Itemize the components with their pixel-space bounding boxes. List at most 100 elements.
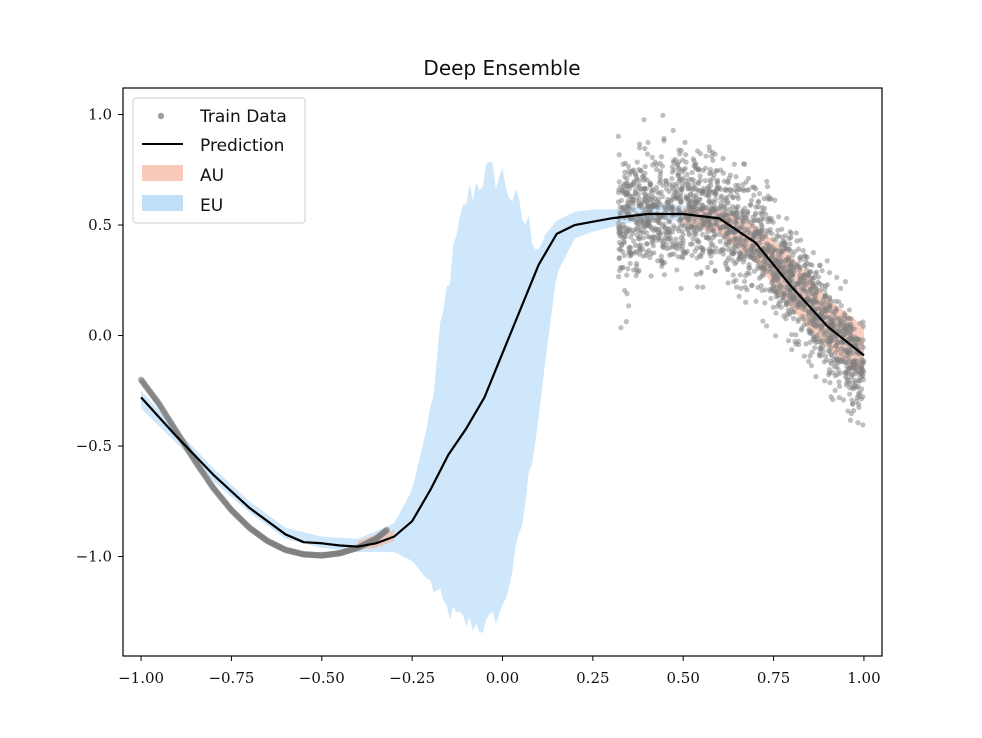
train-data-point bbox=[849, 401, 856, 407]
train-data-point bbox=[840, 397, 846, 403]
train-data-point bbox=[717, 206, 724, 212]
train-data-point bbox=[762, 265, 768, 271]
train-data-point bbox=[836, 395, 842, 401]
train-data-point bbox=[809, 280, 815, 287]
train-data-point bbox=[724, 258, 730, 264]
train-data-point bbox=[619, 248, 626, 255]
train-data-point bbox=[702, 165, 709, 171]
train-data-point bbox=[706, 234, 712, 241]
train-data-point bbox=[777, 287, 783, 293]
train-data-point bbox=[761, 195, 767, 202]
train-data-point bbox=[642, 164, 648, 170]
train-data-point bbox=[769, 244, 775, 250]
train-data-point bbox=[690, 156, 696, 162]
train-data-point bbox=[764, 178, 770, 185]
train-data-point bbox=[846, 307, 852, 313]
train-data-point bbox=[671, 251, 677, 257]
train-data-point bbox=[751, 233, 758, 240]
train-data-point bbox=[621, 238, 627, 245]
train-data-point bbox=[743, 238, 749, 244]
train-data-point bbox=[735, 193, 741, 199]
train-data-point bbox=[636, 177, 642, 184]
train-data-point bbox=[768, 295, 774, 302]
train-data-point bbox=[659, 163, 666, 169]
x-tick-label: −0.50 bbox=[299, 669, 345, 687]
train-data-point bbox=[686, 202, 692, 208]
train-data-point bbox=[631, 267, 637, 273]
train-data-point bbox=[661, 135, 667, 142]
train-data-point bbox=[788, 234, 794, 241]
train-data-point bbox=[664, 246, 670, 252]
train-data-point bbox=[818, 328, 824, 334]
train-data-point bbox=[661, 272, 668, 278]
train-data-point bbox=[706, 198, 712, 204]
legend-au-label: AU bbox=[200, 166, 224, 186]
train-data-point bbox=[824, 258, 830, 264]
train-data-point bbox=[838, 302, 844, 309]
train-data-point bbox=[655, 258, 661, 264]
train-data-point bbox=[746, 271, 752, 277]
legend-eu-label: EU bbox=[200, 196, 223, 216]
train-data-point bbox=[826, 329, 832, 335]
train-data-point bbox=[706, 220, 712, 226]
train-data-point bbox=[616, 152, 622, 158]
train-data-point bbox=[710, 157, 716, 163]
train-data-point bbox=[638, 168, 644, 174]
train-data-point bbox=[857, 320, 863, 326]
y-tick-label: −0.5 bbox=[76, 437, 112, 455]
train-data-point bbox=[648, 273, 654, 279]
train-data-point bbox=[784, 215, 790, 222]
train-data-point bbox=[674, 225, 681, 231]
train-data-point bbox=[632, 189, 638, 196]
train-data-point bbox=[795, 318, 801, 324]
train-data-point bbox=[777, 282, 783, 288]
train-data-point bbox=[698, 269, 704, 275]
train-data-point bbox=[857, 374, 863, 381]
train-data-point bbox=[667, 219, 673, 225]
train-data-point bbox=[780, 291, 786, 297]
train-data-point bbox=[700, 284, 706, 290]
train-data-point bbox=[649, 154, 655, 160]
train-data-point bbox=[810, 249, 816, 256]
train-data-point bbox=[780, 297, 786, 303]
train-data-point bbox=[731, 187, 738, 193]
train-data-point bbox=[750, 256, 757, 262]
train-data-point bbox=[705, 184, 711, 190]
train-data-point bbox=[729, 229, 735, 235]
train-data-point bbox=[787, 292, 793, 299]
train-data-point bbox=[814, 332, 821, 338]
train-data-point bbox=[822, 309, 828, 315]
train-data-point bbox=[717, 238, 723, 245]
train-data-point bbox=[745, 175, 752, 181]
train-data-point bbox=[738, 285, 744, 291]
train-data-point bbox=[625, 163, 632, 170]
train-data-point bbox=[740, 208, 746, 215]
train-data-point bbox=[775, 214, 782, 220]
train-data-point bbox=[634, 159, 640, 165]
train-data-point bbox=[746, 265, 752, 271]
train-data-point bbox=[694, 284, 701, 290]
train-data-point bbox=[725, 212, 731, 218]
train-data-point bbox=[633, 273, 639, 279]
train-data-point bbox=[741, 278, 748, 285]
train-data-point bbox=[628, 234, 634, 240]
train-data-point bbox=[689, 252, 695, 258]
train-data-point bbox=[748, 197, 755, 203]
train-data-point bbox=[807, 269, 814, 275]
train-data-point bbox=[775, 292, 781, 298]
train-data-point bbox=[685, 186, 691, 192]
train-data-point bbox=[739, 220, 746, 226]
x-axis: −1.00 −0.75 −0.50 −0.25 0.00 0.25 0.50 0.75 1.00 bbox=[118, 656, 881, 687]
train-data-point bbox=[659, 193, 666, 200]
train-data-point bbox=[641, 185, 648, 192]
train-data-point bbox=[772, 333, 779, 339]
train-data-point bbox=[698, 244, 704, 250]
train-data-point bbox=[669, 169, 675, 175]
train-data-point bbox=[824, 299, 830, 305]
train-data-point bbox=[676, 205, 682, 211]
train-data-point bbox=[720, 251, 726, 257]
train-data-point bbox=[801, 281, 808, 287]
train-data-point bbox=[768, 195, 774, 202]
train-data-point bbox=[628, 250, 634, 256]
